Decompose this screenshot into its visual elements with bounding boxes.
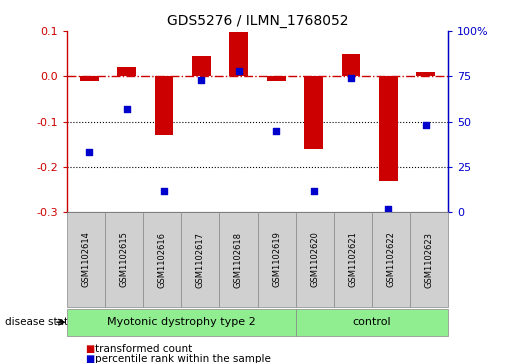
Point — [123, 106, 131, 112]
Point — [197, 77, 205, 83]
Text: GSM1102614: GSM1102614 — [81, 232, 91, 287]
Point — [384, 206, 392, 212]
Bar — [117, 67, 136, 76]
Bar — [304, 76, 323, 149]
Point — [160, 188, 168, 193]
Bar — [192, 56, 211, 76]
Text: GSM1102615: GSM1102615 — [119, 232, 129, 287]
Bar — [80, 76, 99, 81]
Text: percentile rank within the sample: percentile rank within the sample — [95, 354, 271, 363]
Text: disease state: disease state — [5, 317, 75, 327]
Text: GSM1102618: GSM1102618 — [234, 232, 243, 287]
Text: ■: ■ — [85, 344, 94, 354]
Bar — [416, 72, 435, 76]
Text: GSM1102616: GSM1102616 — [158, 232, 167, 287]
Point — [421, 122, 430, 128]
Text: GSM1102619: GSM1102619 — [272, 232, 281, 287]
Text: ■: ■ — [85, 354, 94, 363]
Point — [310, 188, 318, 193]
Point — [235, 68, 243, 74]
Text: Myotonic dystrophy type 2: Myotonic dystrophy type 2 — [107, 317, 255, 327]
Text: GSM1102620: GSM1102620 — [310, 232, 319, 287]
Bar — [154, 76, 174, 135]
Bar — [267, 76, 285, 81]
Text: GSM1102623: GSM1102623 — [424, 232, 434, 287]
Text: GSM1102621: GSM1102621 — [348, 232, 357, 287]
Text: control: control — [352, 317, 391, 327]
Bar — [341, 53, 360, 76]
Text: transformed count: transformed count — [95, 344, 193, 354]
Bar — [230, 32, 248, 76]
Point — [347, 75, 355, 81]
Point — [272, 128, 280, 134]
Text: GSM1102617: GSM1102617 — [196, 232, 205, 287]
Text: GSM1102622: GSM1102622 — [386, 232, 396, 287]
Bar — [379, 76, 398, 180]
Point — [85, 150, 94, 155]
Title: GDS5276 / ILMN_1768052: GDS5276 / ILMN_1768052 — [167, 15, 348, 28]
